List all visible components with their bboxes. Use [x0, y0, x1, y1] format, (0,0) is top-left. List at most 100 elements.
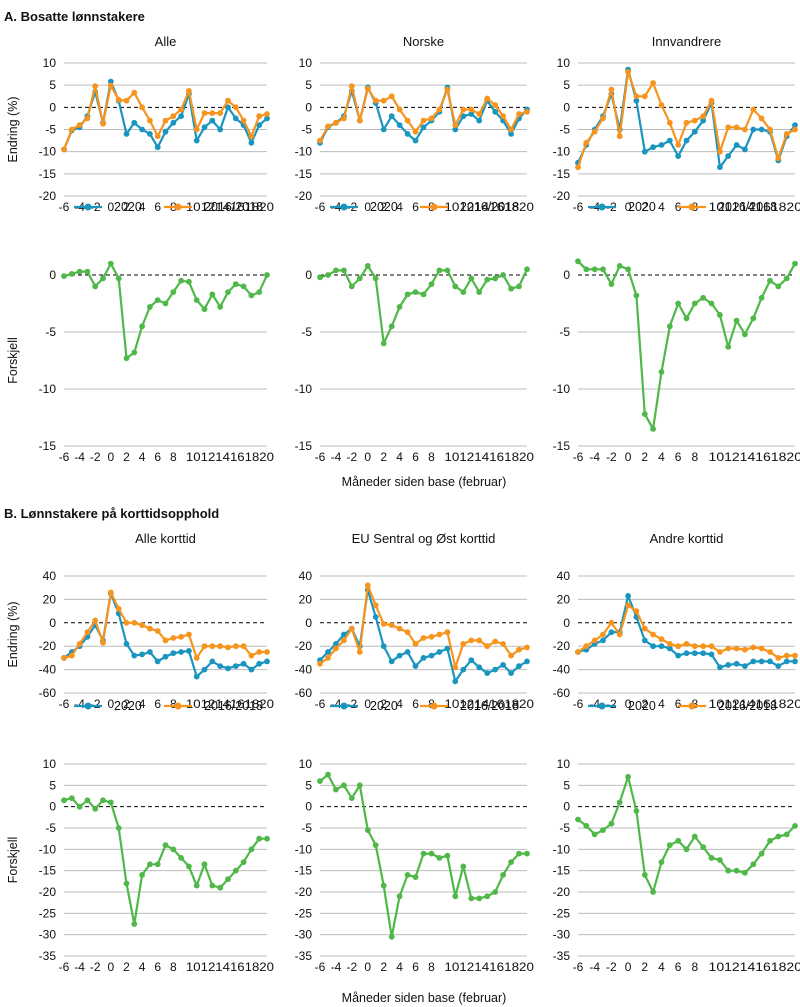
series-2020-point — [396, 122, 403, 128]
series-2020-point — [700, 117, 707, 124]
series-2016-2018-point — [583, 139, 590, 146]
x-tick-label: 0 — [364, 200, 371, 214]
x-tick-label: 2 — [641, 960, 648, 974]
diff-series-point — [412, 289, 419, 295]
diff-series-point — [717, 857, 723, 863]
series-2016-2018-point — [675, 643, 682, 650]
series-2020-point — [492, 108, 499, 115]
x-tick-label: 0 — [625, 960, 632, 974]
series-2016-2018-point — [61, 146, 67, 153]
x-tick-label: -4 — [589, 450, 600, 464]
series-2020-point — [147, 131, 153, 137]
diff-series-point — [139, 323, 146, 330]
x-tick-label: -2 — [606, 697, 617, 711]
x-tick-label: 6 — [412, 960, 419, 974]
x-tick-label: 4 — [139, 697, 146, 711]
series-2020-point — [524, 658, 530, 665]
series-2016-2018-point — [591, 128, 598, 135]
y-tick-label: -20 — [295, 639, 313, 653]
series-2016-2018-point — [232, 104, 239, 111]
legend-2016-marker — [430, 203, 438, 211]
series-2016-2018-point — [107, 589, 114, 596]
y-tick-label: -10 — [295, 382, 313, 396]
series-2016-2018-point — [750, 644, 757, 651]
x-tick-label: 2 — [123, 960, 130, 974]
diff-series-point — [154, 861, 161, 868]
diff-series-point — [583, 823, 590, 829]
series-2020-point — [256, 122, 263, 128]
series-2020-point — [412, 137, 419, 144]
x-tick-label: 4 — [658, 200, 665, 214]
series-2020-point — [170, 119, 177, 126]
series-2016-2018-point — [758, 115, 765, 122]
y-axis-label: Forskjell — [6, 837, 20, 884]
legend-2020-label: 2020 — [628, 200, 656, 214]
series-2020-point — [131, 652, 138, 659]
x-tick-label: -4 — [589, 960, 600, 974]
series-2016-2018-point — [107, 82, 114, 89]
series-2020-point — [147, 649, 153, 655]
series-2016-2018-point — [154, 133, 161, 140]
series-2016-2018-point — [420, 117, 427, 124]
legend-2016-marker — [174, 702, 182, 710]
diff-series-point — [92, 805, 99, 812]
x-tick-label: 4 — [139, 450, 146, 464]
y-tick-label: 0 — [305, 268, 312, 282]
diff-series-point — [131, 349, 138, 356]
diff-series-point — [608, 820, 615, 827]
x-tick-label-tail: 101214161820 — [444, 697, 534, 711]
x-tick-label: 2 — [641, 697, 648, 711]
legend-2020-marker — [598, 203, 606, 211]
diff-series-point — [348, 283, 355, 290]
diff-series-point — [248, 846, 255, 853]
y-tick-label: -25 — [553, 906, 571, 920]
y-tick-label: -5 — [559, 821, 570, 835]
diff-series-point — [123, 880, 130, 887]
x-tick-label-tail: 101214161820 — [186, 200, 274, 214]
series-2016-2018-point — [484, 95, 491, 102]
series-2016-2018-point — [591, 637, 598, 644]
series-2016-2018-point — [650, 80, 656, 86]
series-2020-point — [154, 144, 161, 151]
x-tick-label: 6 — [412, 697, 419, 711]
diff-series-point — [783, 831, 790, 838]
series-2020-point — [209, 658, 216, 665]
y-axis-label: Endring (%) — [6, 602, 20, 668]
series-2020-point — [792, 122, 798, 128]
legend-2020-label: 2020 — [628, 699, 656, 713]
y-tick-label: 40 — [43, 569, 57, 583]
series-2020-point — [428, 652, 435, 659]
series-2016-2018-point — [225, 97, 231, 104]
y-tick-label: 0 — [49, 800, 56, 814]
diff-series-point — [201, 861, 208, 868]
x-tick-label: -6 — [573, 697, 584, 711]
series-2016-2018-point — [516, 646, 522, 653]
series-2016-2018-point — [186, 631, 192, 638]
x-tick-label: -4 — [74, 697, 85, 711]
y-tick-label: 20 — [299, 592, 313, 606]
series-2020-point — [733, 660, 740, 667]
series-2020-point — [232, 663, 239, 669]
diff-series-point — [225, 876, 231, 883]
series-2016-2018-point — [792, 126, 798, 133]
x-tick-label: 0 — [108, 697, 115, 711]
x-tick-label: -6 — [315, 960, 326, 974]
series-2020-point — [193, 137, 200, 144]
diff-series-point — [178, 855, 185, 861]
diff-series-point — [775, 283, 782, 290]
x-tick-label-tail: 101214161820 — [709, 960, 800, 974]
diff-series-point — [364, 263, 371, 269]
diff-series-point — [240, 283, 247, 290]
diff-series-point — [115, 275, 122, 282]
diff-series-point — [356, 275, 363, 282]
series-2016-2018-point — [356, 117, 363, 124]
x-tick-label: -4 — [589, 697, 600, 711]
diff-series-point — [232, 867, 239, 874]
series-2020-point — [139, 651, 146, 658]
diff-series-point — [232, 281, 239, 287]
y-tick-label: 10 — [299, 56, 313, 70]
series-2016-2018-point — [575, 164, 581, 171]
series-2016-2018-point — [264, 111, 270, 117]
y-tick-label: -20 — [39, 639, 57, 653]
